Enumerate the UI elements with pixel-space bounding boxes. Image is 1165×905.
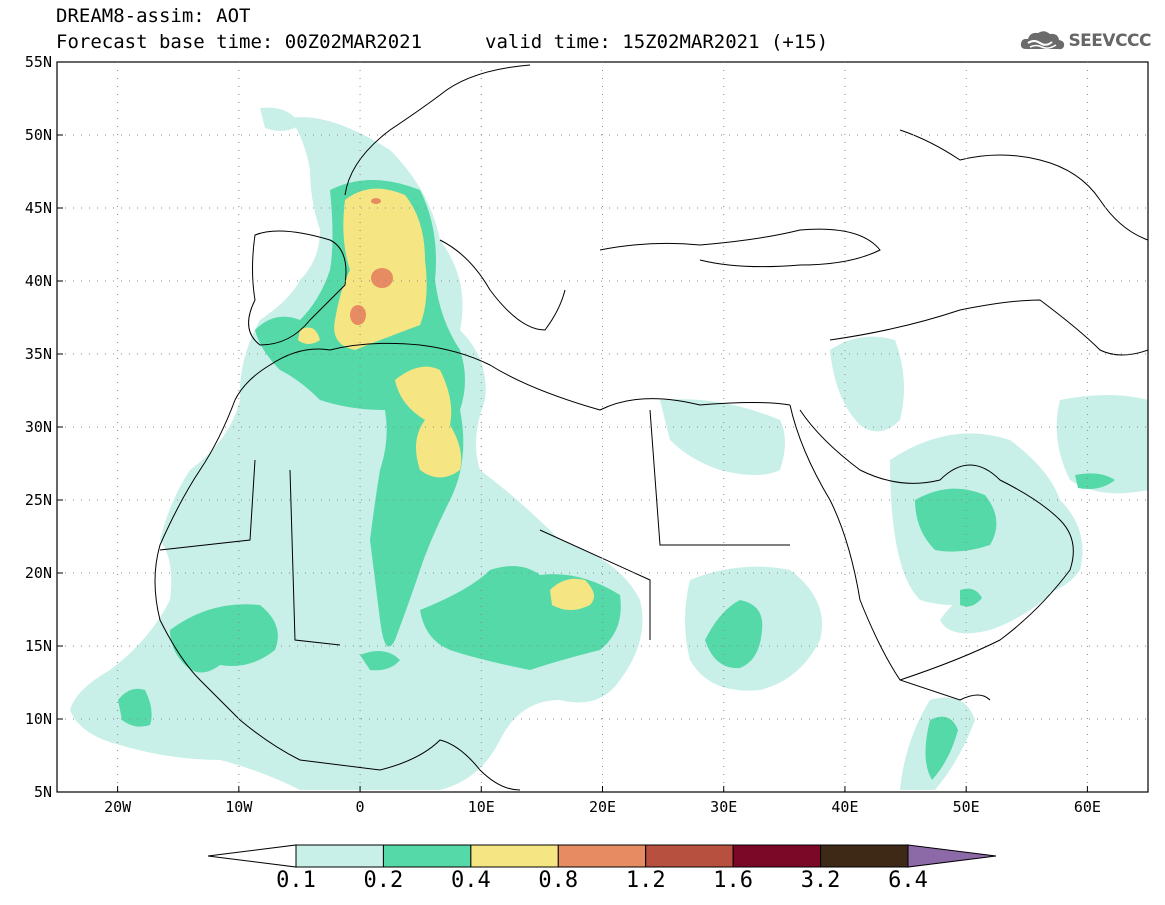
logo-text: SEEVCCC — [1068, 31, 1151, 51]
lon-label: 20E — [589, 798, 616, 816]
colorbar-tick-label: 0.4 — [450, 868, 491, 893]
colorbar-labels: 0.1 0.2 0.4 0.8 1.2 1.6 3.2 6.4 — [0, 868, 1165, 898]
cloud-logo-icon — [1021, 31, 1065, 50]
colorbar-tick-label: 6.4 — [888, 868, 928, 893]
lon-label: 50E — [953, 798, 980, 816]
colorbar-box — [382, 844, 472, 868]
lat-label: 40N — [25, 272, 52, 290]
lat-label: 30N — [25, 418, 52, 436]
colorbar-box — [732, 844, 822, 868]
lon-label: 10E — [468, 798, 495, 816]
lat-label: 45N — [25, 199, 52, 217]
lon-label: 0 — [356, 798, 365, 816]
aot-colorbar — [207, 844, 997, 868]
title-line-1: DREAM8-assim: AOT — [56, 5, 251, 27]
aot-level-0.1 — [70, 107, 1148, 790]
lat-label: 25N — [25, 491, 52, 509]
lon-label: 60E — [1074, 798, 1101, 816]
axis-labels: 55N 50N 45N 40N 35N 30N 25N 20N 15N 10N 5N 20W 10W 0 1… — [25, 53, 1101, 816]
colorbar-box — [820, 844, 909, 868]
lat-label: 50N — [25, 126, 52, 144]
lat-label: 10N — [25, 710, 52, 728]
coastlines — [154, 64, 1148, 791]
lon-label: 10W — [225, 798, 253, 816]
lat-label: 5N — [34, 783, 52, 801]
forecast-base-time: Forecast base time: 00Z02MAR2021 — [56, 31, 423, 53]
colorbar-tick-label: 0.2 — [363, 868, 404, 893]
aot-fields — [70, 107, 1148, 790]
lon-label: 20W — [104, 798, 132, 816]
graticule — [57, 61, 1148, 793]
lon-label: 30E — [710, 798, 737, 816]
lat-label: 20N — [25, 564, 52, 582]
lat-label: 55N — [25, 53, 52, 71]
colorbar-box — [295, 844, 384, 868]
colorbar-over-triangle — [907, 844, 997, 868]
colorbar-tick-label: 0.8 — [538, 868, 579, 893]
lon-label: 40E — [831, 798, 858, 816]
lat-label: 35N — [25, 345, 52, 363]
colorbar-box — [645, 844, 734, 868]
valid-time: valid time: 15Z02MAR2021 (+15) — [485, 31, 829, 53]
aot-level-0.8 — [350, 198, 393, 325]
seevccc-logo: SEEVCCC — [1018, 26, 1151, 56]
colorbar-tick-label: 1.6 — [713, 868, 754, 893]
colorbar-tick-label: 1.2 — [625, 868, 666, 893]
colorbar-tick-label: 3.2 — [800, 868, 841, 893]
colorbar-box — [470, 844, 559, 868]
colorbar-box — [557, 844, 647, 868]
lat-label: 15N — [25, 637, 52, 655]
colorbar-tick-label: 0.1 — [276, 868, 316, 893]
colorbar-under-triangle — [207, 844, 297, 868]
